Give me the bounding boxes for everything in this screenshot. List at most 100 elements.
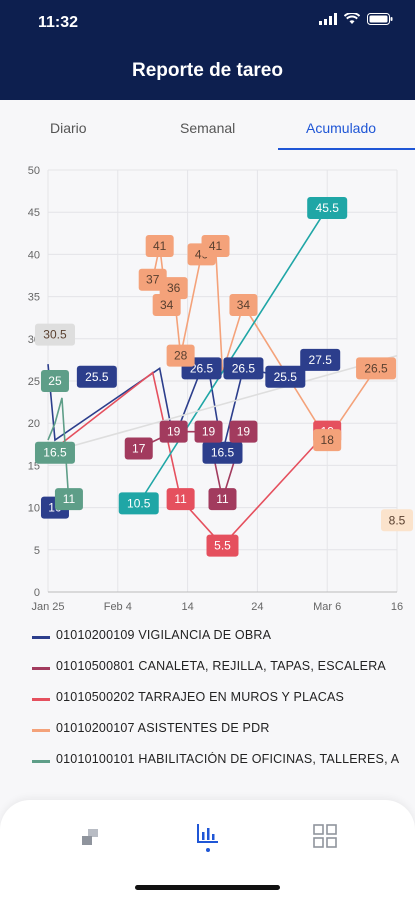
- legend-swatch: [32, 636, 50, 639]
- x-tick-label: 16: [391, 601, 403, 613]
- data-label: 41: [153, 239, 167, 253]
- data-label-box: [313, 429, 342, 452]
- legend-swatch: [32, 698, 50, 701]
- data-label-box: [202, 441, 243, 464]
- legend-swatch: [32, 667, 50, 670]
- data-label-box: [194, 420, 223, 443]
- data-label: 25.5: [85, 370, 109, 384]
- y-tick-label: 0: [34, 587, 40, 599]
- y-tick-label: 20: [28, 418, 40, 430]
- home-indicator: [135, 885, 280, 890]
- data-label-box: [76, 365, 117, 388]
- data-label: 28: [174, 349, 188, 363]
- data-label: 25.5: [274, 370, 298, 384]
- data-label-box: [208, 488, 237, 511]
- legend-label: 01010500202 TARRAJEO EN MUROS Y PLACAS: [56, 690, 345, 704]
- data-label-box: [159, 420, 188, 443]
- data-label-box: [152, 294, 181, 317]
- blocks-icon[interactable]: [80, 828, 104, 848]
- data-label: 11: [63, 492, 76, 506]
- status-time: 11:32: [38, 14, 79, 31]
- data-label-box: [229, 420, 258, 443]
- legend-item[interactable]: 01010500801 CANALETA, REJILLA, TAPAS, ES…: [30, 659, 415, 690]
- data-label: 27.5: [309, 353, 333, 367]
- page-title: Reporte de tareo: [132, 60, 283, 81]
- data-label-box: [300, 348, 341, 371]
- y-tick-label: 45: [28, 207, 40, 219]
- chart-data-labels: 1025.526.516.526.525.527.51719191119115.…: [34, 196, 413, 557]
- data-label-box: [265, 365, 306, 388]
- data-label: 41: [209, 239, 223, 253]
- legend-label: 01010200109 VIGILANCIA DE OBRA: [56, 628, 272, 642]
- legend-item[interactable]: 01010100101 HABILITACIÓN DE OFICINAS, TA…: [30, 752, 415, 783]
- data-label-box: [159, 277, 188, 300]
- tab-acumulado[interactable]: Acumulado: [306, 120, 377, 136]
- y-tick-label: 35: [28, 292, 40, 304]
- data-label: 18: [321, 433, 335, 447]
- data-label: 26.5: [364, 361, 388, 375]
- data-label-box: [166, 488, 195, 511]
- wifi-icon: [344, 13, 360, 24]
- active-tab-indicator: [278, 148, 415, 150]
- x-tick-label: Feb 4: [104, 601, 132, 613]
- y-tick-label: 50: [28, 165, 40, 177]
- status-icons: [319, 13, 393, 25]
- legend-label: 01010200107 ASISTENTES DE PDR: [56, 721, 270, 735]
- data-label-box: [40, 370, 69, 392]
- data-label: 36: [167, 281, 181, 295]
- data-label: 25: [48, 374, 62, 388]
- data-label-box: [307, 196, 348, 219]
- legend-swatch: [32, 729, 50, 732]
- grid-icon[interactable]: [313, 824, 337, 848]
- y-tick-label: 25: [28, 376, 40, 388]
- data-label: 34: [237, 298, 251, 312]
- legend-item[interactable]: 01010500202 TARRAJEO EN MUROS Y PLACAS: [30, 690, 415, 721]
- bottom-navigation: [0, 800, 415, 900]
- data-label-box: [54, 488, 83, 511]
- data-label: 11: [174, 492, 187, 506]
- data-label: 34: [160, 298, 174, 312]
- x-tick-label: 14: [181, 601, 193, 613]
- y-tick-label: 5: [34, 545, 40, 557]
- data-label: 26.5: [190, 361, 214, 375]
- data-label-box: [118, 492, 159, 515]
- data-label: 16.5: [43, 446, 67, 460]
- legend-item[interactable]: 01010200109 VIGILANCIA DE OBRA: [30, 628, 415, 659]
- bar-chart-icon[interactable]: [196, 822, 220, 854]
- data-label-box: [34, 323, 75, 346]
- data-label: 17: [132, 442, 146, 456]
- legend-label: 01010100101 HABILITACIÓN DE OFICINAS, TA…: [56, 752, 400, 766]
- tab-diario[interactable]: Diario: [50, 120, 87, 136]
- data-label: 11: [216, 492, 229, 506]
- data-label-box: [201, 234, 230, 257]
- data-label-box: [381, 509, 413, 532]
- data-label: 30.5: [43, 328, 67, 342]
- chart-legend: 01010200109 VIGILANCIA DE OBRA 010105008…: [30, 628, 415, 783]
- data-label-box: [356, 357, 397, 380]
- battery-icon: [367, 13, 393, 25]
- legend-item[interactable]: 01010200107 ASISTENTES DE PDR: [30, 721, 415, 752]
- series-line: [151, 244, 377, 442]
- data-label-box: [124, 437, 153, 460]
- data-label: 19: [237, 425, 251, 439]
- tab-bar: Diario Semanal Acumulado: [0, 100, 415, 152]
- app-header: 11:32 Reporte de tareo: [0, 0, 415, 100]
- data-label: 8.5: [389, 513, 406, 527]
- series-line: [54, 371, 328, 547]
- x-tick-label: Mar 6: [313, 601, 341, 613]
- data-label: 19: [167, 425, 181, 439]
- data-label-box: [166, 344, 195, 367]
- data-label: 19: [202, 425, 216, 439]
- data-label-box: [223, 357, 264, 380]
- x-tick-label: 24: [251, 601, 263, 613]
- legend-swatch: [32, 760, 50, 763]
- data-label-box: [34, 441, 75, 464]
- signal-icon: [319, 13, 337, 25]
- legend-label: 01010500801 CANALETA, REJILLA, TAPAS, ES…: [56, 659, 386, 673]
- y-tick-label: 40: [28, 249, 40, 261]
- tab-semanal[interactable]: Semanal: [180, 120, 236, 136]
- data-label-box: [229, 294, 258, 317]
- data-label: 10.5: [127, 496, 151, 510]
